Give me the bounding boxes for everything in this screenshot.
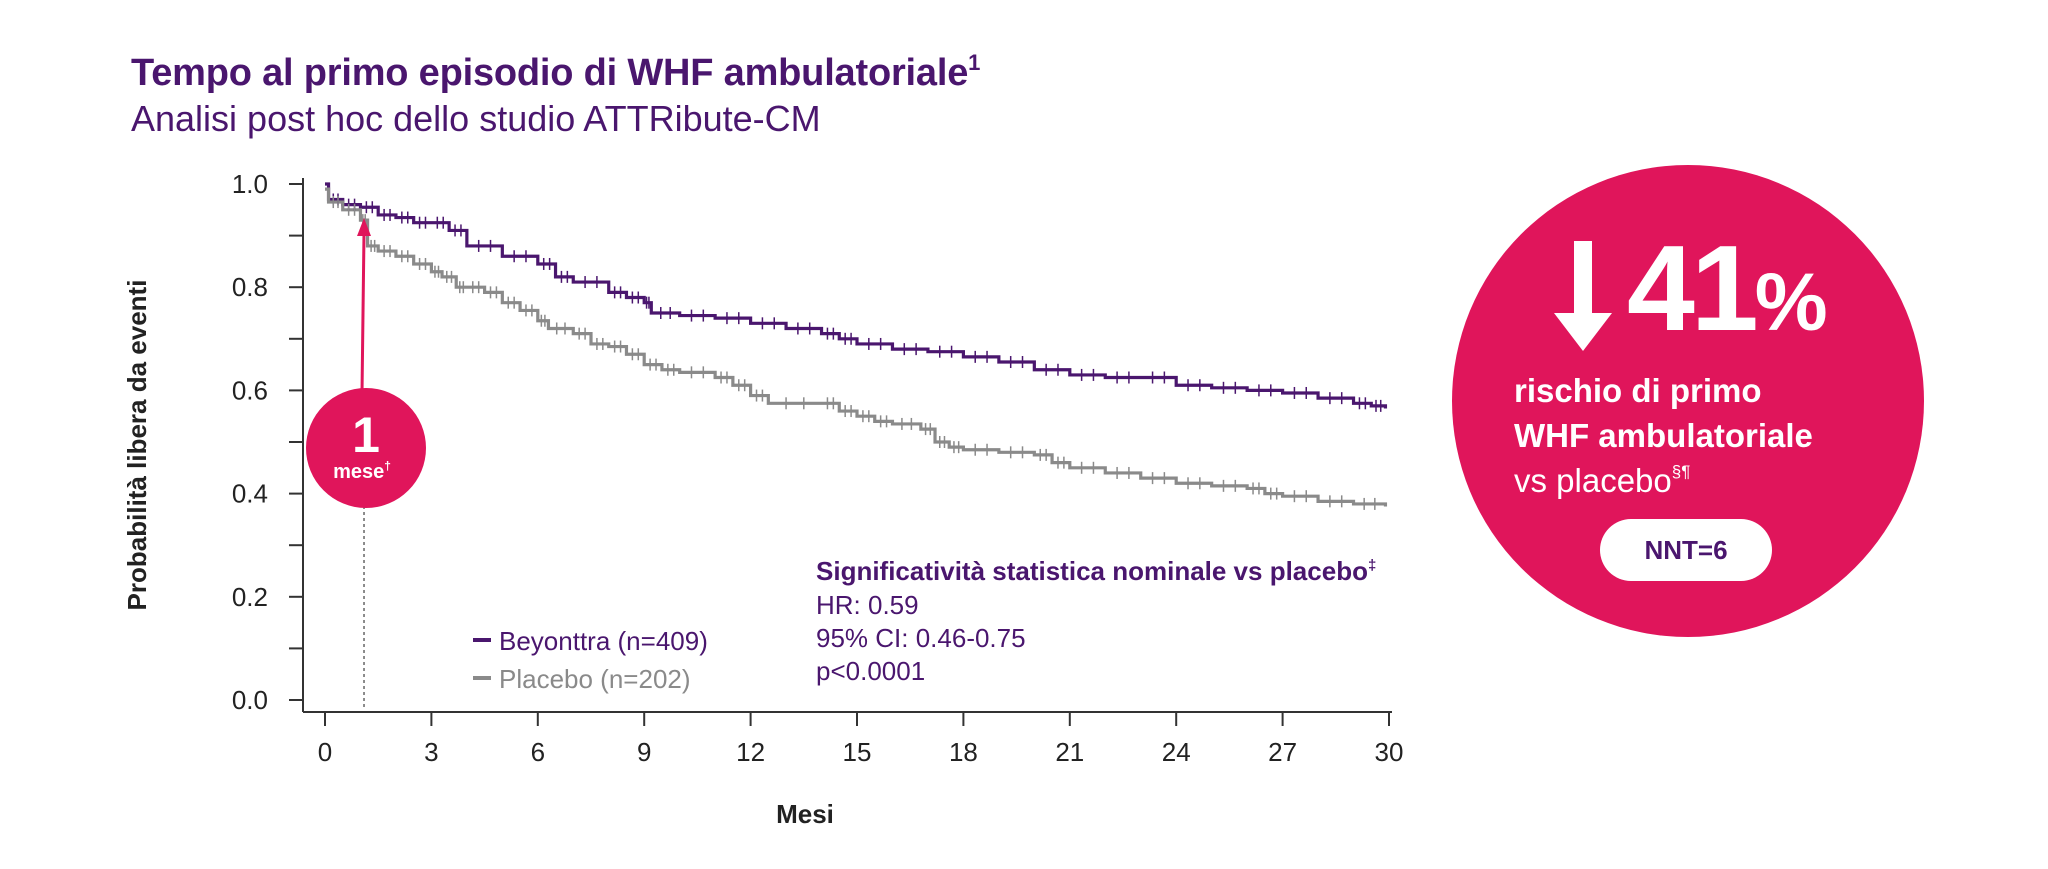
one-month-arrow-stem — [360, 231, 366, 393]
one-month-circle — [306, 388, 426, 508]
legend-label-beyonttra: Beyonttra (n=409) — [499, 626, 708, 656]
chart-subtitle: Analisi post hoc dello studio ATTRibute-… — [131, 98, 821, 139]
x-tick-label: 12 — [736, 737, 765, 767]
chart-title: Tempo al primo episodio di WHF ambulator… — [131, 50, 981, 94]
one-month-value: 1 — [352, 407, 380, 463]
x-axis-label: Mesi — [776, 799, 834, 829]
censor-marks — [332, 193, 1382, 510]
one-month-callout: 1 mese† — [306, 218, 426, 710]
x-tick-label: 24 — [1162, 737, 1191, 767]
y-tick-label: 1.0 — [232, 169, 268, 199]
y-tick-label: 0.4 — [232, 479, 268, 509]
y-tick-label: 0.8 — [232, 272, 268, 302]
x-tick-label: 0 — [318, 737, 332, 767]
x-tick-label: 18 — [949, 737, 978, 767]
x-tick-label: 3 — [424, 737, 438, 767]
x-tick-label: 27 — [1268, 737, 1297, 767]
stats-ci: 95% CI: 0.46-0.75 — [816, 623, 1026, 653]
nnt-pill: NNT=6 — [1600, 519, 1772, 581]
y-tick-label: 0.0 — [232, 685, 268, 715]
x-tick-label: 15 — [843, 737, 872, 767]
down-arrow-icon — [1554, 241, 1612, 351]
legend-label-placebo: Placebo (n=202) — [499, 664, 691, 694]
chart-axes — [302, 178, 1392, 713]
x-tick-label: 21 — [1055, 737, 1084, 767]
stats-p: p<0.0001 — [816, 656, 925, 686]
legend: Beyonttra (n=409) Placebo (n=202) — [473, 626, 708, 694]
badge-line-3: vs placebo§¶ — [1514, 462, 1691, 499]
risk-reduction-value: 41% — [1627, 220, 1828, 356]
stats-heading: Significatività statistica nominale vs p… — [816, 556, 1376, 586]
km-curves — [325, 182, 1388, 507]
stats-hr: HR: 0.59 — [816, 590, 919, 620]
x-tick-label: 9 — [637, 737, 651, 767]
badge-line-1: rischio di primo — [1514, 372, 1762, 409]
badge-line-2: WHF ambulatoriale — [1514, 417, 1813, 454]
one-month-arrow-head — [357, 218, 372, 236]
stats-block: Significatività statistica nominale vs p… — [816, 556, 1376, 686]
y-axis-label: Probabilità libera da eventi — [122, 280, 152, 611]
x-tick-label: 6 — [531, 737, 545, 767]
axis-ticks: 0.0 0.2 0.4 0.6 0.8 1.0 0 3 6 9 12 15 18 21 24 27 30 — [232, 169, 1404, 767]
y-tick-label: 0.2 — [232, 582, 268, 612]
one-month-label: mese† — [333, 459, 391, 483]
risk-reduction-badge: 41% rischio di primo WHF ambulatoriale v… — [1452, 165, 1924, 637]
series-beyonttra-line — [325, 182, 1388, 409]
series-placebo-line — [325, 187, 1388, 507]
x-tick-label: 30 — [1375, 737, 1404, 767]
y-tick-label: 0.6 — [232, 375, 268, 405]
